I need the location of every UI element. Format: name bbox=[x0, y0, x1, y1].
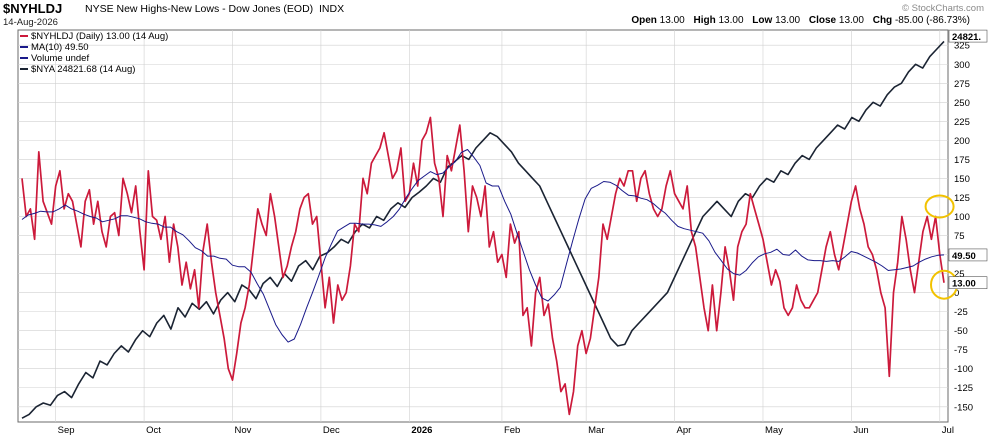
legend-swatch-nya bbox=[20, 68, 28, 71]
y-tick-label: 300 bbox=[954, 60, 970, 71]
y-tick-label: 125 bbox=[954, 193, 970, 204]
open-value: 13.00 bbox=[659, 15, 685, 26]
x-tick-label: Jul bbox=[942, 425, 954, 436]
price-tag-ma-text: 49.50 bbox=[952, 251, 976, 262]
chg-label: Chg bbox=[872, 15, 893, 26]
legend-item-volume: Volume undef bbox=[20, 53, 168, 64]
exchange-label: INDX bbox=[319, 3, 345, 15]
y-tick-label: -50 bbox=[954, 326, 968, 337]
legend-item-ma: MA(10) 49.50 bbox=[20, 42, 168, 53]
x-tick-label: Oct bbox=[146, 425, 161, 436]
description-text: NYSE New Highs-New Lows - Dow Jones (EOD… bbox=[85, 3, 314, 15]
legend-swatch-volume bbox=[20, 57, 28, 60]
legend-item-nya: $NYA 24821.68 (14 Aug) bbox=[20, 64, 168, 75]
y-tick-label: 225 bbox=[954, 117, 970, 128]
chart-date: 14-Aug-2026 bbox=[3, 17, 58, 28]
open-label: Open bbox=[631, 15, 657, 26]
highlight-circle bbox=[924, 194, 955, 219]
series-line-nya bbox=[21, 40, 945, 419]
y-tick-label: 75 bbox=[954, 231, 965, 242]
low-value: 13.00 bbox=[775, 15, 801, 26]
legend-text: Volume undef bbox=[31, 53, 90, 64]
x-tick-label: Apr bbox=[677, 425, 692, 436]
y-tick-label: 325 bbox=[954, 41, 970, 52]
price-tag-nya-text: 24821. bbox=[952, 32, 981, 43]
close-value: 13.00 bbox=[838, 15, 864, 26]
high-value: 13.00 bbox=[718, 15, 744, 26]
legend-swatch-nyhl bbox=[20, 35, 28, 38]
legend-text: $NYHLDJ (Daily) 13.00 (14 Aug) bbox=[31, 31, 169, 42]
price-tag-nya-box bbox=[948, 29, 988, 43]
x-tick-label: Dec bbox=[323, 425, 340, 436]
y-tick-label: -125 bbox=[954, 383, 973, 394]
price-tag-ma-box bbox=[948, 248, 988, 262]
series-line-ma bbox=[21, 149, 945, 343]
series-line-nyhl bbox=[21, 116, 945, 416]
x-tick-label: 2026 bbox=[411, 425, 432, 436]
symbol-description: NYSE New Highs-New Lows - Dow Jones (EOD… bbox=[85, 3, 344, 15]
price-tag-nyhl-box bbox=[948, 276, 988, 290]
legend-item-nyhl: $NYHLDJ (Daily) 13.00 (14 Aug) bbox=[20, 31, 168, 42]
high-label: High bbox=[693, 15, 716, 26]
x-tick-label: Sep bbox=[58, 425, 75, 436]
y-tick-label: -100 bbox=[954, 364, 973, 375]
chart-header: $NYHLDJ NYSE New Highs-New Lows - Dow Jo… bbox=[0, 0, 990, 30]
x-tick-label: Nov bbox=[235, 425, 252, 436]
close-label: Close bbox=[808, 15, 837, 26]
legend-swatch-ma bbox=[20, 46, 28, 49]
legend-text: MA(10) 49.50 bbox=[31, 42, 89, 53]
x-tick-label: May bbox=[765, 425, 783, 436]
y-tick-label: -75 bbox=[954, 345, 968, 356]
y-tick-label: 175 bbox=[954, 155, 970, 166]
y-tick-label: 150 bbox=[954, 174, 970, 185]
symbol-label: $NYHLDJ bbox=[3, 1, 63, 16]
low-label: Low bbox=[752, 15, 773, 26]
y-tick-label: 200 bbox=[954, 136, 970, 147]
ohlc-readout: Open 13.00 High 13.00 Low 13.00 Close 13… bbox=[625, 15, 970, 26]
y-tick-label: 0 bbox=[954, 288, 959, 299]
x-tick-label: Mar bbox=[588, 425, 604, 436]
y-tick-label: 25 bbox=[954, 269, 965, 280]
y-tick-label: -150 bbox=[954, 402, 973, 413]
price-tag-nyhl-text: 13.00 bbox=[952, 279, 976, 290]
chg-value: -85.00 (-86.73%) bbox=[894, 15, 970, 26]
y-tick-label: 275 bbox=[954, 79, 970, 90]
chart-legend: $NYHLDJ (Daily) 13.00 (14 Aug) MA(10) 49… bbox=[20, 31, 168, 75]
x-tick-label: Feb bbox=[504, 425, 520, 436]
y-tick-label: -25 bbox=[954, 307, 968, 318]
y-tick-label: 100 bbox=[954, 212, 970, 223]
y-tick-label: 250 bbox=[954, 98, 970, 109]
watermark: © StockCharts.com bbox=[902, 3, 984, 14]
legend-text: $NYA 24821.68 (14 Aug) bbox=[31, 64, 136, 75]
x-tick-label: Jun bbox=[853, 425, 868, 436]
